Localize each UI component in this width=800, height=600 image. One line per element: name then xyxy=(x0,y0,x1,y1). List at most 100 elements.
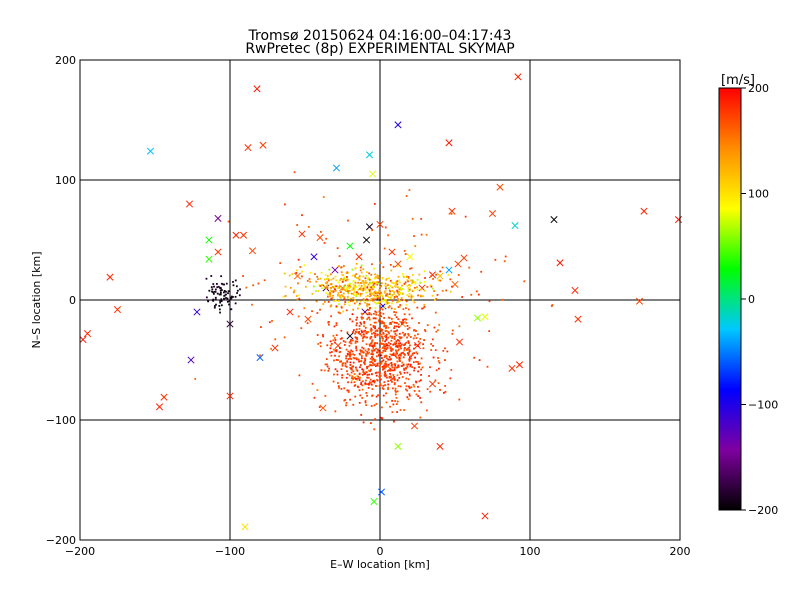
data-dot xyxy=(225,297,227,299)
data-dot xyxy=(377,349,380,352)
data-dot xyxy=(295,272,298,274)
data-dot xyxy=(378,375,381,378)
colorbar-gradient xyxy=(718,87,742,511)
data-dot xyxy=(389,372,391,375)
data-dot xyxy=(329,305,332,308)
data-dot xyxy=(414,281,417,284)
data-dot xyxy=(325,358,328,361)
data-dot xyxy=(378,319,380,322)
data-dot xyxy=(340,288,343,291)
data-dot xyxy=(404,347,406,349)
data-dot xyxy=(393,382,396,384)
data-dot xyxy=(352,274,354,277)
data-point xyxy=(346,242,354,250)
data-dot xyxy=(428,375,430,377)
data-dot xyxy=(359,376,362,379)
data-dot xyxy=(381,357,383,359)
data-dot xyxy=(380,416,383,419)
data-dot xyxy=(406,336,408,339)
data-dot xyxy=(350,381,353,384)
data-dot xyxy=(382,384,385,387)
data-dot xyxy=(327,301,330,303)
data-dot xyxy=(423,270,426,273)
data-dot xyxy=(340,387,343,390)
data-dot xyxy=(385,357,388,360)
data-dot xyxy=(397,344,399,347)
data-point xyxy=(418,284,426,292)
data-point xyxy=(83,330,92,338)
data-dot xyxy=(384,363,387,366)
data-dot xyxy=(381,320,384,323)
data-dot xyxy=(426,324,429,327)
data-dot xyxy=(391,348,394,351)
data-dot xyxy=(317,278,319,281)
data-dot xyxy=(359,349,362,352)
data-dot xyxy=(396,345,399,348)
data-dot xyxy=(364,281,367,284)
data-dot xyxy=(396,290,399,293)
data-dot xyxy=(417,345,420,348)
data-dot xyxy=(377,302,380,304)
data-dot xyxy=(229,298,232,301)
data-dot xyxy=(408,350,411,352)
data-point xyxy=(185,200,194,208)
data-dot xyxy=(403,349,406,352)
data-dot xyxy=(449,377,452,380)
data-dot xyxy=(368,278,371,281)
data-dot xyxy=(365,271,368,274)
data-dot xyxy=(383,299,386,301)
data-dot xyxy=(341,273,344,276)
data-dot xyxy=(384,302,387,304)
data-dot xyxy=(374,298,376,301)
data-dot xyxy=(409,267,411,270)
data-dot xyxy=(283,203,286,206)
data-dot xyxy=(383,347,386,350)
data-dot xyxy=(425,233,428,236)
data-dot xyxy=(370,273,373,276)
data-dot xyxy=(225,282,228,285)
data-dot xyxy=(360,329,363,332)
data-dot xyxy=(373,294,376,297)
data-dot xyxy=(501,298,504,301)
data-dot xyxy=(362,299,365,301)
data-dot xyxy=(384,226,387,229)
data-dot xyxy=(219,287,222,290)
data-dot xyxy=(394,330,397,333)
data-dot xyxy=(423,281,426,283)
data-dot xyxy=(415,360,418,363)
data-dot xyxy=(385,337,388,340)
data-dot xyxy=(420,373,422,376)
data-dot xyxy=(374,292,377,294)
data-dot xyxy=(271,320,273,322)
data-dot xyxy=(368,383,370,386)
data-point xyxy=(368,170,377,178)
data-dot xyxy=(208,289,211,292)
data-dot xyxy=(393,325,396,328)
data-dot xyxy=(375,374,378,377)
data-dot xyxy=(360,289,363,292)
data-dot xyxy=(412,279,414,282)
data-dot xyxy=(379,384,382,387)
data-dot xyxy=(343,399,346,402)
data-dot xyxy=(372,297,375,300)
data-dot xyxy=(358,325,361,327)
data-dot xyxy=(329,344,332,347)
data-dot xyxy=(421,366,424,369)
data-dot xyxy=(384,362,387,365)
data-dot xyxy=(423,305,426,308)
data-dot xyxy=(370,335,373,338)
data-dot xyxy=(316,334,319,336)
data-dot xyxy=(413,347,415,350)
data-dot xyxy=(301,214,303,217)
data-dot xyxy=(386,370,389,372)
data-dot xyxy=(343,277,346,280)
data-dot xyxy=(384,355,386,357)
data-point xyxy=(394,121,402,129)
data-dot xyxy=(389,335,392,338)
data-dot xyxy=(395,349,397,352)
data-dot xyxy=(550,305,553,307)
data-dot xyxy=(328,290,331,293)
data-dot xyxy=(398,356,401,359)
data-dot xyxy=(351,339,354,342)
data-dot xyxy=(342,340,345,342)
